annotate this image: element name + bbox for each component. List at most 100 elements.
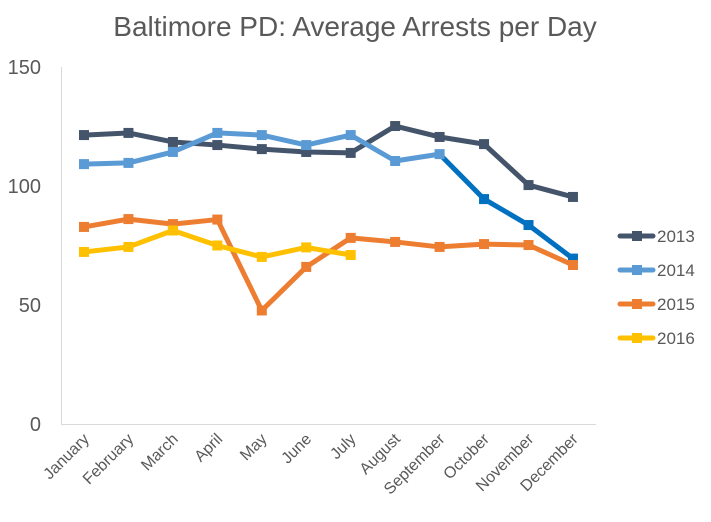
x-tick-label: July — [327, 431, 359, 463]
series-2016-segment — [259, 244, 309, 260]
series-2016-segment — [303, 244, 354, 258]
data-point-2014-december — [567, 253, 578, 264]
series-2013-segment — [348, 123, 398, 156]
series-2015-segment — [81, 216, 131, 230]
series-2015-segment — [259, 264, 309, 313]
data-point-2016-may — [256, 251, 267, 262]
data-point-2015-april — [212, 214, 223, 225]
series-2015-segment — [437, 241, 487, 250]
series-2014-segment — [481, 196, 531, 228]
data-point-2013-december — [567, 191, 578, 202]
series-2014-segment — [125, 149, 176, 166]
data-point-2014-august — [390, 156, 401, 167]
y-tick-label: 100 — [8, 176, 41, 198]
series-2013-segment — [81, 130, 131, 138]
legend-swatch-marker — [632, 231, 642, 241]
data-point-2013-january — [79, 130, 89, 141]
data-point-2013-june — [301, 146, 312, 157]
series-2013-segment — [303, 149, 354, 156]
y-tick-label: 150 — [8, 57, 41, 79]
data-point-2014-march — [167, 146, 178, 157]
data-point-2014-april — [212, 127, 223, 138]
data-point-2015-july — [345, 232, 356, 243]
x-tick-label: June — [279, 431, 316, 468]
legend-swatch-marker — [632, 333, 642, 343]
data-point-2014-november — [523, 220, 534, 231]
legend-swatch-marker — [632, 265, 642, 275]
legend-item-2014: 2014 — [617, 261, 695, 280]
legend-item-2016: 2016 — [617, 329, 695, 348]
data-point-2013-july — [345, 147, 356, 158]
data-point-2015-february — [123, 214, 134, 225]
data-point-2013-september — [434, 131, 445, 142]
data-point-2016-june — [301, 242, 312, 253]
legend-item-2015: 2015 — [617, 295, 695, 314]
data-point-2015-january — [79, 221, 89, 232]
series-2013-segment — [259, 146, 309, 155]
x-tick-label: April — [192, 431, 227, 466]
series-2014-segment — [214, 130, 265, 138]
chart-title: Baltimore PD: Average Arrests per Day — [113, 11, 596, 42]
data-point-2014-january — [79, 159, 89, 170]
data-point-2014-september — [434, 149, 445, 160]
data-point-2014-july — [345, 130, 356, 141]
series-2016-segment — [125, 228, 176, 250]
series-2013-segment — [392, 123, 443, 140]
data-point-2015-september — [434, 241, 445, 252]
data-point-2016-july — [345, 250, 356, 261]
y-tick-labels: 0 50 100 150 — [8, 57, 41, 436]
data-point-2013-april — [212, 140, 223, 151]
legend: 2013 2014 2015 2016 — [617, 227, 695, 348]
series-2013-segment — [526, 182, 576, 200]
data-point-2014-october — [479, 194, 490, 205]
series-2013-segment — [481, 141, 531, 188]
series-2014-segment — [437, 151, 487, 202]
series-2016-segment — [81, 244, 131, 255]
data-point-2013-november — [523, 180, 534, 191]
legend-swatch-marker — [632, 299, 642, 309]
series-2014-segment — [348, 132, 398, 164]
data-point-2015-march — [167, 219, 178, 230]
series-2013-segment — [214, 142, 265, 152]
data-point-2013-march — [167, 136, 178, 147]
legend-item-2013: 2013 — [617, 227, 695, 246]
series-2016 — [79, 225, 356, 262]
series-2015-segment — [214, 217, 265, 313]
data-point-2016-january — [79, 246, 89, 257]
series-2016-segment — [170, 228, 220, 248]
data-point-2015-october — [479, 239, 490, 250]
data-point-2015-june — [301, 261, 312, 272]
series-2016-segment — [214, 243, 265, 260]
y-tick-label: 0 — [30, 414, 41, 436]
data-point-2016-march — [167, 225, 178, 236]
x-tick-label: March — [138, 431, 181, 474]
data-point-2015-december — [567, 260, 578, 271]
series-2015 — [79, 214, 578, 316]
series-2014 — [79, 127, 578, 264]
data-point-2013-october — [479, 139, 490, 150]
y-tick-label: 50 — [19, 295, 41, 317]
x-tick-label: May — [237, 431, 270, 464]
legend-label: 2013 — [657, 227, 695, 246]
data-point-2015-august — [390, 236, 401, 247]
data-point-2014-may — [256, 130, 267, 141]
data-point-2014-june — [301, 140, 312, 151]
series-2014-segment — [259, 132, 309, 148]
series-2013-segment — [437, 134, 487, 147]
series-2013-segment — [125, 130, 176, 145]
legend-label: 2015 — [657, 295, 695, 314]
series-2015-segment — [481, 241, 531, 248]
legend-label: 2014 — [657, 261, 695, 280]
legend-label: 2016 — [657, 329, 695, 348]
series-2014-segment — [81, 160, 131, 167]
data-point-2016-february — [123, 241, 134, 252]
series-2014-segment — [392, 151, 443, 164]
data-point-2015-november — [523, 240, 534, 251]
series-layer — [79, 121, 578, 316]
data-point-2013-february — [123, 127, 134, 138]
data-point-2016-april — [212, 240, 223, 251]
series-2015-segment — [526, 242, 576, 268]
series-2015-segment — [392, 239, 443, 250]
